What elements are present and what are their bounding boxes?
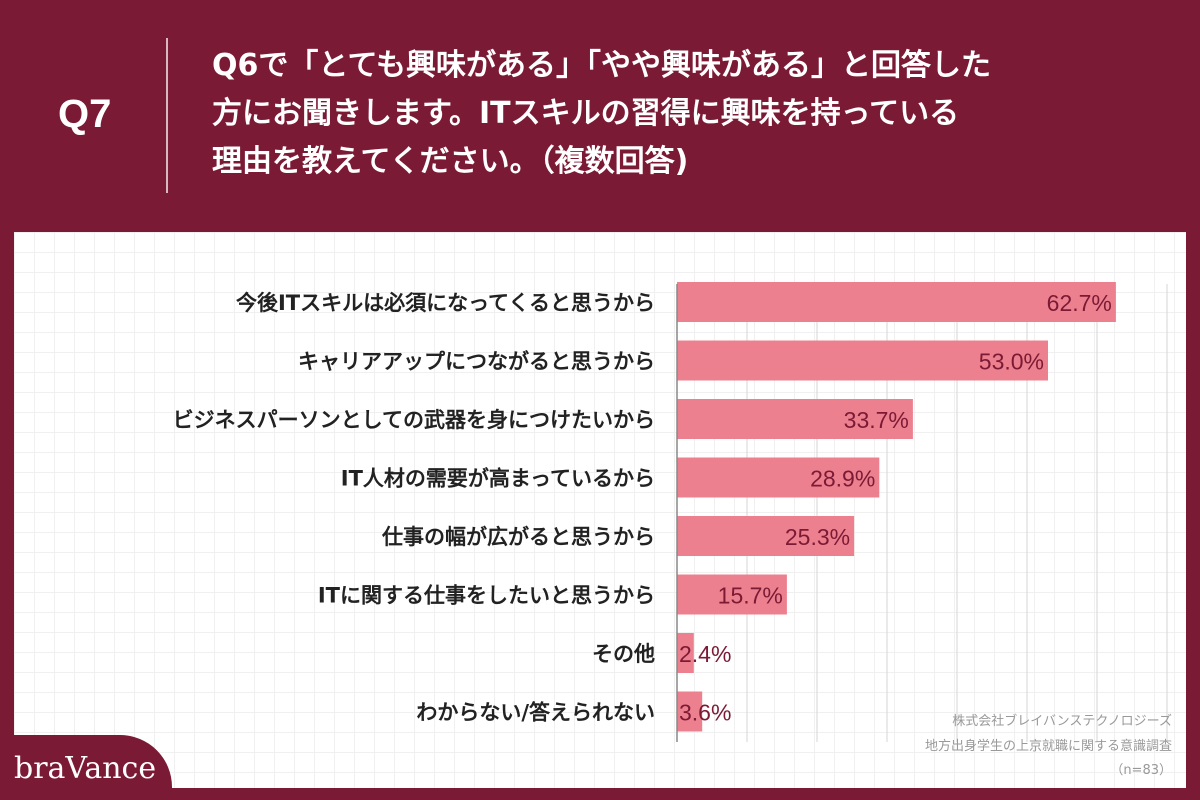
category-label: わからない/答えられない — [416, 701, 655, 725]
survey-note: 地方出身学生の上京就職に関する意識調査 — [924, 739, 1172, 754]
value-label: 15.7% — [718, 583, 783, 609]
value-label: 3.6% — [679, 700, 731, 726]
bar — [677, 691, 703, 732]
value-label: 25.3% — [785, 524, 850, 550]
bar — [677, 282, 1116, 322]
company-note: 株式会社ブレイバンステクノロジーズ — [952, 714, 1172, 729]
header: Q7 Q6で「とても興味がある」「やや興味がある」と回答した 方にお聞きします。… — [0, 0, 1200, 232]
bar — [677, 340, 1048, 381]
question-text: Q6で「とても興味がある」「やや興味がある」と回答した 方にお聞きします。ITス… — [212, 42, 1162, 186]
bar — [677, 633, 694, 673]
question-number: Q7 — [58, 92, 112, 136]
value-label: 53.0% — [979, 349, 1044, 375]
category-label: ITに関する仕事をしたいと思うから — [318, 584, 655, 608]
sample-size-note: （n=83） — [1110, 763, 1172, 778]
category-label: 今後ITスキルは必須になってくると思うから — [236, 291, 655, 315]
bar — [677, 516, 855, 556]
category-label: ビジネスパーソンとしての武器を身につけたいから — [173, 408, 655, 432]
question-line-2: 方にお聞きします。ITスキルの習得に興味を持っている — [212, 96, 960, 131]
value-label: 2.4% — [679, 641, 731, 667]
value-label: 33.7% — [844, 407, 909, 433]
chart-panel: 今後ITスキルは必須になってくると思うから 62.7% キャリアアップにつながると思… — [14, 232, 1186, 788]
category-label: IT人材の需要が高まっているから — [341, 467, 655, 491]
bar — [677, 399, 913, 439]
question-line-3: 理由を教えてください。（複数回答) — [212, 144, 689, 179]
category-label: 仕事の幅が広がると思うから — [381, 525, 655, 549]
category-label: その他 — [592, 642, 655, 666]
bravance-logo: braVance — [14, 751, 157, 786]
header-divider — [166, 38, 168, 193]
value-label: 28.9% — [810, 466, 875, 492]
logo-tab: braVance — [0, 735, 172, 800]
category-label: キャリアアップにつながると思うから — [298, 350, 655, 374]
value-label: 62.7% — [1047, 290, 1112, 316]
bar-chart: 今後ITスキルは必須になってくると思うから 62.7% キャリアアップにつながると思… — [173, 282, 1168, 742]
bar — [677, 457, 880, 498]
question-line-1: Q6で「とても興味がある」「やや興味がある」と回答した — [212, 48, 991, 83]
bar — [677, 574, 787, 615]
